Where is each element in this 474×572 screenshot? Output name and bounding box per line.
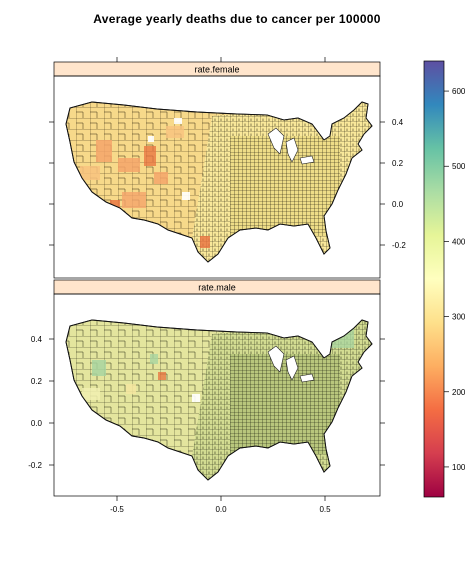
colorkey-tick-label: 300 [452, 313, 466, 322]
x-tick-1: 0.0 [215, 505, 227, 514]
x-axis-bottom: -0.5 0.0 0.5 [110, 496, 331, 514]
figure-title: Average yearly deaths due to cancer per … [93, 12, 381, 26]
panel-frame-female [53, 75, 381, 279]
y-tick-male-0: 0.4 [31, 335, 43, 344]
x-tick-2: 0.5 [319, 505, 331, 514]
colorkey-tick-label: 200 [452, 388, 466, 397]
strip-label-female: rate.female [194, 65, 239, 75]
panel-frame-male [53, 293, 381, 497]
colorkey-tick-label: 400 [452, 237, 466, 246]
panel-female: rate.female [49, 61, 406, 279]
usa-map-female [65, 101, 373, 263]
panel-male: rate.male 0.4 0.2 [28, 57, 385, 514]
y-tick-male-1: 0.2 [31, 377, 43, 386]
y-tick-male-2: 0.0 [31, 419, 43, 428]
y-tick-female-0: 0.4 [392, 118, 404, 127]
colorkey-ticks: 100 200 300 400 500 600 [444, 87, 466, 472]
colorkey: 100 200 300 400 500 600 [423, 60, 466, 498]
x-tick-0: -0.5 [110, 505, 124, 514]
colorkey-tick-label: 100 [452, 463, 466, 472]
colorkey-tick-label: 600 [452, 87, 466, 96]
y-axis-right-female: 0.4 0.2 0.0 -0.2 [380, 118, 406, 250]
y-tick-female-3: -0.2 [392, 241, 406, 250]
y-tick-male-3: -0.2 [28, 461, 42, 470]
y-tick-female-2: 0.0 [392, 200, 404, 209]
y-tick-female-1: 0.2 [392, 159, 404, 168]
colorkey-bar [423, 60, 445, 498]
strip-label-male: rate.male [198, 283, 236, 293]
colorkey-tick-label: 500 [452, 162, 466, 171]
y-axis-left-male: 0.4 0.2 0.0 -0.2 [28, 335, 54, 470]
usa-map-male [65, 319, 373, 481]
